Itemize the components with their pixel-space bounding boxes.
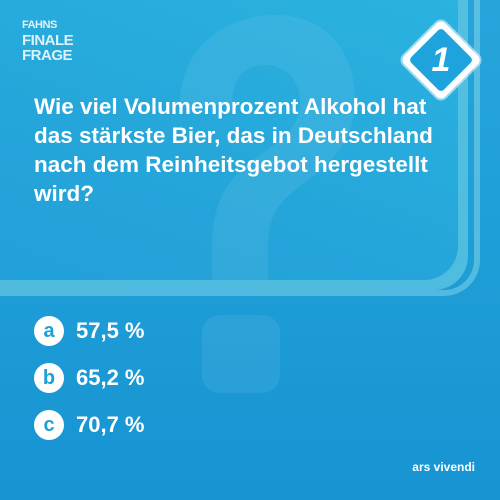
question-panel (0, 0, 458, 280)
question-mark-watermark-icon (180, 15, 355, 393)
answer-option-a[interactable]: a 57,5 % (34, 316, 145, 346)
answer-list: a 57,5 % b 65,2 % c 70,7 % (34, 316, 145, 457)
answer-text-b: 65,2 % (76, 365, 145, 390)
answer-text-a: 57,5 % (76, 318, 145, 343)
answer-letter-a: a (34, 316, 64, 346)
question-number: 1 (431, 40, 451, 79)
answer-letter-b: b (34, 363, 64, 393)
brand-logo: FAHNS FINALE FRAGE (22, 18, 74, 64)
brand-line-3: FRAGE (22, 47, 73, 64)
brand-line-1: FAHNS (22, 19, 57, 31)
publisher-logo: ars vivendi (412, 460, 475, 474)
question-text: Wie viel Volumenprozent Alkohol hat das … (34, 94, 433, 206)
answer-text-c: 70,7 % (76, 412, 145, 437)
answer-letter-c: c (34, 410, 64, 440)
answer-option-c[interactable]: c 70,7 % (34, 410, 145, 440)
brand-line-2: FINALE (22, 32, 74, 49)
answer-option-b[interactable]: b 65,2 % (34, 363, 145, 393)
question-panel-edge (0, 0, 480, 296)
